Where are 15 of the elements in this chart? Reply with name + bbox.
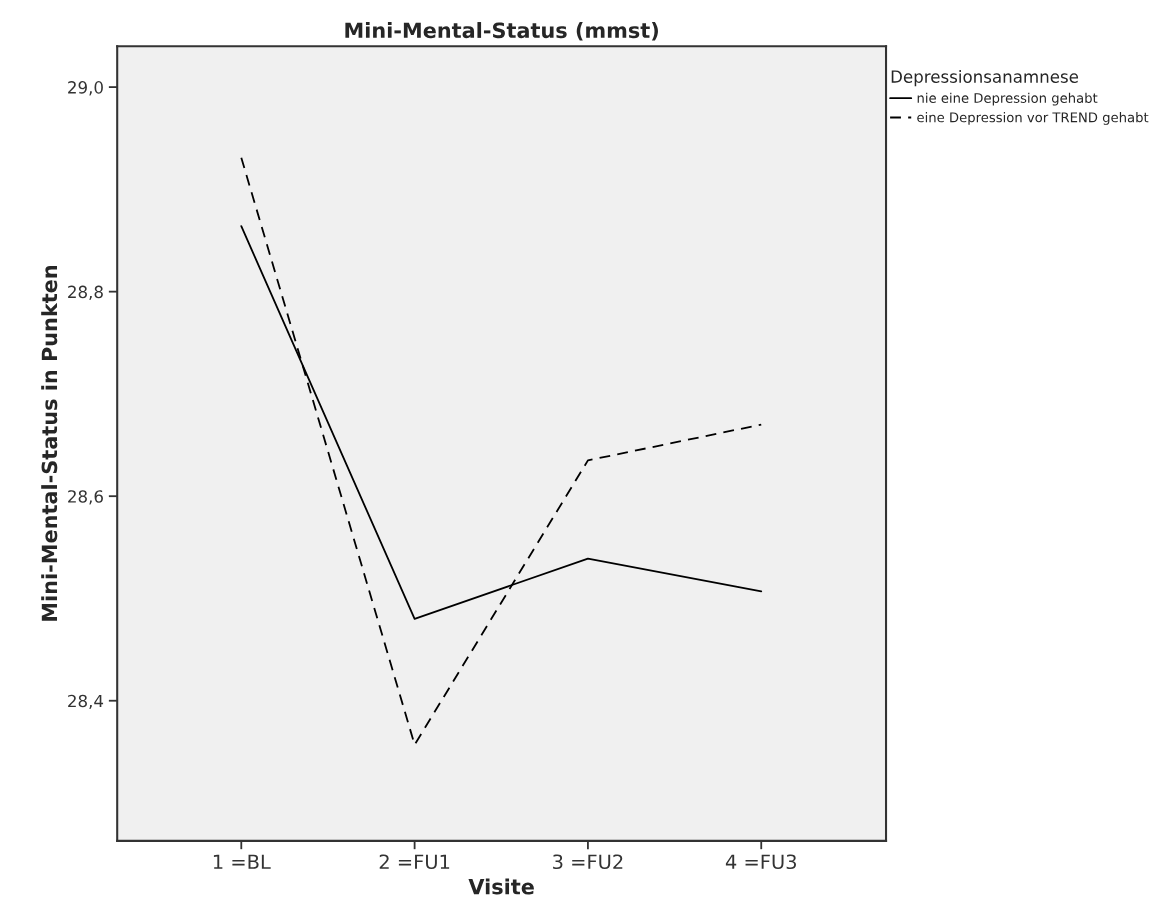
y-tick-label: 28,4 [68,694,104,709]
x-tick-label: 4 =FU3 [725,854,796,870]
x-tick-label: 1 =BL [213,854,271,869]
legend-label: eine Depression vor TREND gehabt [917,112,1149,125]
y-tick-label: 28,6 [68,490,103,505]
chart-title: Mini-Mental-Status (mmst) [345,22,658,41]
x-axis-title: Visite [468,878,534,895]
legend-title: Depressionsanamnese [891,70,1079,87]
y-axis-title: Mini-Mental-Status in Punkten [41,265,58,621]
line-series [240,156,763,746]
x-tick-label: 3 =FU2 [553,854,623,870]
y-tick-label: 29,0 [68,81,103,96]
y-tick-label: 28,8 [68,285,103,300]
x-tick-label: 2 =FU1 [379,854,450,870]
legend-label: nie eine Depression gehabt [917,92,1098,106]
